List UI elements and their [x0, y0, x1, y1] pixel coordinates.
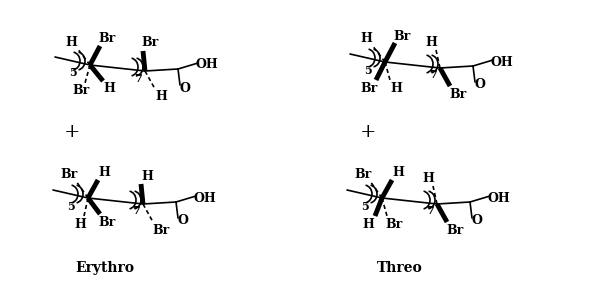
- Text: H: H: [65, 36, 77, 49]
- Text: H: H: [362, 217, 374, 230]
- Text: H: H: [98, 166, 110, 179]
- Text: Br: Br: [98, 216, 116, 229]
- Text: Br: Br: [449, 88, 467, 101]
- Text: 5: 5: [364, 65, 372, 76]
- Text: H: H: [360, 33, 372, 46]
- Text: +: +: [360, 123, 376, 141]
- Text: Br: Br: [61, 168, 77, 181]
- Text: Br: Br: [361, 82, 377, 95]
- Text: OH: OH: [194, 191, 217, 204]
- Text: 5: 5: [361, 201, 369, 211]
- Text: 5: 5: [67, 201, 75, 211]
- Text: H: H: [141, 169, 153, 182]
- Text: Br: Br: [98, 33, 116, 46]
- Text: H: H: [422, 172, 434, 185]
- Text: H: H: [155, 91, 167, 104]
- Text: O: O: [179, 82, 190, 95]
- Text: Br: Br: [394, 30, 410, 43]
- Text: Threo: Threo: [377, 261, 423, 275]
- Text: H: H: [103, 82, 115, 95]
- Text: 5: 5: [69, 68, 77, 79]
- Text: 7: 7: [134, 72, 142, 83]
- Text: H: H: [392, 166, 404, 179]
- Text: Br: Br: [142, 37, 158, 50]
- Text: Br: Br: [152, 223, 170, 236]
- Text: 7: 7: [426, 205, 434, 217]
- Text: H: H: [74, 217, 86, 230]
- Text: O: O: [475, 79, 485, 92]
- Text: OH: OH: [491, 56, 514, 69]
- Text: 7: 7: [429, 69, 437, 81]
- Text: OH: OH: [196, 59, 218, 72]
- Text: 7: 7: [132, 205, 140, 217]
- Text: O: O: [472, 214, 482, 227]
- Text: Br: Br: [385, 217, 403, 230]
- Text: O: O: [178, 214, 188, 227]
- Text: OH: OH: [488, 191, 511, 204]
- Text: Br: Br: [446, 223, 464, 236]
- Text: +: +: [64, 123, 80, 141]
- Text: Erythro: Erythro: [76, 261, 134, 275]
- Text: H: H: [390, 82, 402, 95]
- Text: Br: Br: [355, 168, 371, 181]
- Text: Br: Br: [73, 85, 89, 98]
- Text: H: H: [425, 36, 437, 49]
